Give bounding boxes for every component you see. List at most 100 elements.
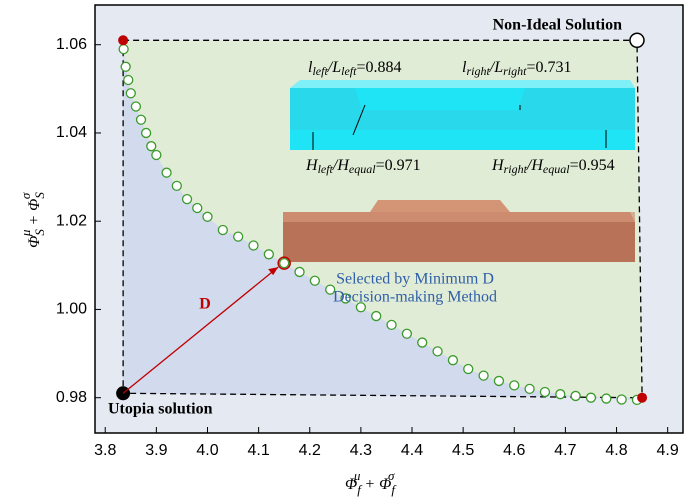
x-tick-label: 4.0	[196, 442, 218, 459]
y-axis-label: ΦSμ + ΦSσ	[18, 192, 47, 248]
x-tick-label: 4.6	[503, 442, 525, 459]
caption: Selected by Minimum D	[336, 271, 494, 288]
pareto-point	[616, 394, 627, 405]
pareto-point	[309, 275, 321, 286]
label-part: Φ	[345, 476, 357, 493]
pareto-point	[355, 302, 367, 313]
pareto-point	[161, 167, 172, 178]
annotation-part: l	[308, 59, 313, 76]
distance-label: D	[199, 296, 211, 313]
pareto-point	[601, 393, 612, 404]
x-tick-label: 4.7	[554, 442, 576, 459]
pareto-point	[447, 355, 459, 366]
pareto-point	[401, 328, 413, 339]
pareto-point	[118, 43, 129, 55]
x-tick-label: 4.5	[452, 442, 474, 459]
non-ideal-label: Non-Ideal Solution	[493, 17, 622, 34]
label-part: S	[32, 229, 47, 236]
ratio-annotation: Hright/Hequal=0.954	[491, 157, 615, 176]
label-part: σ	[388, 468, 395, 483]
pareto-point	[125, 88, 136, 99]
ratio-annotation: lleft/Lleft=0.884	[308, 59, 401, 78]
annotation-part: /H	[332, 157, 350, 174]
pareto-point	[120, 61, 131, 72]
y-tick-label: 0.98	[56, 389, 87, 406]
y-tick-label: 1.00	[56, 301, 87, 318]
label-part: f	[391, 482, 397, 497]
extreme-point	[118, 35, 129, 46]
ratio-annotation: lright/Lright=0.731	[462, 59, 572, 78]
pareto-point	[555, 389, 566, 400]
utopia-label: Utopia solution	[108, 401, 213, 418]
x-tick-label: 3.8	[94, 442, 116, 459]
y-tick-label: 1.04	[56, 124, 87, 141]
pareto-point	[279, 257, 290, 269]
annotation-part: left	[341, 64, 357, 78]
label-part: S	[32, 192, 47, 199]
x-tick-label: 4.4	[401, 442, 423, 459]
pareto-point	[539, 386, 551, 398]
pareto-point	[171, 180, 182, 192]
y-tick-label: 1.02	[56, 212, 87, 229]
pareto-point	[325, 284, 336, 295]
y-tick-label: 1.06	[56, 36, 87, 53]
utopia-point	[116, 386, 131, 401]
annotation-part: equal	[349, 162, 376, 176]
pareto-point	[340, 293, 351, 304]
label-part: + Φ	[360, 476, 391, 493]
pareto-point	[417, 337, 428, 348]
x-tick-label: 4.9	[657, 442, 679, 459]
distance-arrow	[122, 266, 279, 394]
annotation-part: right	[503, 64, 527, 78]
annotation-part: l	[462, 59, 467, 76]
annotation-part: left	[312, 64, 328, 78]
x-tick-label: 4.8	[605, 442, 627, 459]
pareto-point	[140, 127, 152, 139]
annotation-part: =0.884	[356, 59, 401, 76]
pareto-point	[386, 319, 397, 331]
annotation-part: right	[504, 162, 528, 176]
label-part: Φ	[26, 236, 43, 248]
annotation-part: =0.954	[570, 157, 615, 174]
pareto-point	[233, 231, 244, 242]
illustrations	[283, 80, 635, 262]
annotation-part: =0.971	[376, 157, 421, 174]
pareto-point	[146, 141, 157, 152]
pareto-point	[181, 193, 193, 205]
label-part: μ	[353, 468, 361, 483]
pointer	[352, 104, 366, 136]
pareto-point	[135, 114, 147, 125]
label-part: μ	[18, 229, 33, 237]
label-part: f	[357, 482, 363, 497]
annotation-part: =0.731	[526, 59, 571, 76]
extreme-point	[637, 392, 648, 403]
annotation-part: H	[305, 157, 319, 174]
pareto-point	[463, 363, 474, 375]
label-part: + Φ	[26, 199, 43, 230]
annotation-part: left	[318, 162, 334, 176]
pareto-point	[123, 74, 134, 86]
label-part: σ	[18, 192, 33, 199]
pareto-point	[585, 392, 597, 403]
pareto-point	[130, 101, 142, 112]
x-tick-label: 4.3	[350, 442, 372, 459]
x-tick-label: 3.9	[145, 442, 167, 459]
dominated-region	[123, 40, 643, 400]
pareto-point	[524, 383, 535, 395]
pareto-point	[493, 375, 505, 387]
x-axis-label: Φfμ + Φfσ	[345, 468, 397, 497]
pareto-point	[509, 380, 520, 391]
arrow-head	[268, 267, 279, 276]
annotation-part: /L	[327, 59, 341, 76]
pareto-point	[202, 211, 213, 222]
annotation-part: /L	[489, 59, 503, 76]
pareto-point	[294, 266, 305, 278]
non-ideal-point	[629, 32, 645, 49]
pareto-point	[263, 249, 274, 260]
pareto-point	[570, 390, 581, 402]
pareto-point	[432, 346, 443, 357]
annotation-part: /H	[526, 157, 544, 174]
caption: Decision-making Method	[333, 289, 497, 306]
ratio-annotation: Hleft/Hequal=0.971	[305, 157, 421, 176]
